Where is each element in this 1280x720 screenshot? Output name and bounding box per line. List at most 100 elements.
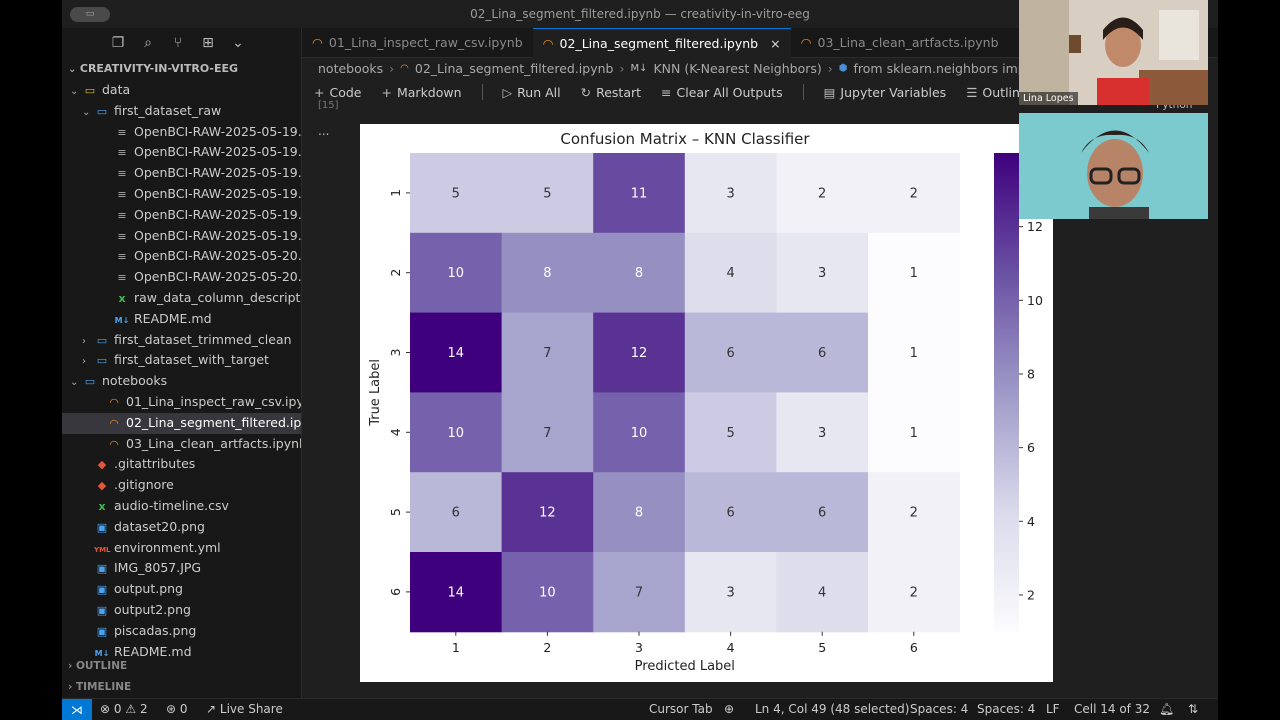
outline-label: OUTLINE [75, 660, 128, 672]
chevron-right-icon[interactable]: › [82, 335, 86, 347]
breadcrumb-item[interactable]: 02_Lina_segment_filtered.ipynb [414, 61, 614, 76]
file-tree-label: 02_Lina_segment_filtered.ipy... [126, 414, 301, 430]
file-tree-item[interactable]: ≡ OpenBCI-RAW-2025-05-19... [62, 142, 301, 163]
explorer-icon[interactable]: ❐ [111, 35, 125, 51]
zoom-icon[interactable]: ⊕ [724, 702, 735, 716]
notebook-toolbar: + Code + Markdown ▷ Run All ↻ Restart ≡ Clear… [302, 80, 1218, 104]
file-tree: ⌄ ▭ data ⌄ ▭ first_dataset_raw ≡ OpenBCI-RAW-20… [62, 80, 301, 662]
file-tree-item[interactable]: ≡ OpenBCI-RAW-2025-05-20... [62, 267, 301, 288]
breadcrumb: notebooks › ◠ 02_Lina_segment_filtered.ipyn… [302, 58, 1218, 80]
file-tree-label: OpenBCI-RAW-2025-05-19... [134, 185, 301, 201]
editor-tab[interactable]: ◠ 01_Lina_inspect_raw_csv.ipynb [302, 28, 533, 58]
add-markdown-button[interactable]: + Markdown [382, 85, 462, 100]
cell-value: 6 [726, 346, 734, 361]
file-tree-label: OpenBCI-RAW-2025-05-19... [134, 206, 301, 222]
cursor-tab-button[interactable]: Cursor Tab [649, 702, 713, 716]
file-tree-item[interactable]: ▣ IMG_8057.JPG [62, 558, 301, 579]
add-code-button[interactable]: + Code [314, 85, 362, 100]
bell-icon[interactable]: 🔔︎ [1159, 702, 1175, 716]
chevron-down-icon[interactable]: ⌄ [232, 35, 244, 51]
eol-status[interactable]: LF [1046, 702, 1060, 716]
file-tree-item[interactable]: ◠ 03_Lina_clean_artfacts.ipynb [62, 434, 301, 455]
outline-button[interactable]: ☰ Outline [966, 85, 1027, 100]
clear-icon: ≡ [661, 84, 672, 100]
file-tree-item[interactable]: M↓ README.md [62, 642, 301, 663]
file-tree-item[interactable]: ◆ .gitattributes [62, 454, 301, 475]
project-header[interactable]: ⌄ CREATIVITY-IN-VITRO-EEG [68, 62, 239, 75]
live-share-button[interactable]: ↗ Live Share [206, 699, 283, 720]
indentation-status[interactable]: Spaces: 4 [910, 702, 969, 716]
close-icon[interactable]: × [770, 35, 781, 51]
chevron-right-icon[interactable]: › [82, 356, 86, 368]
breadcrumb-item[interactable]: notebooks [318, 61, 384, 76]
file-tree-item[interactable]: ≡ OpenBCI-RAW-2025-05-19... [62, 205, 301, 226]
file-tree-label: 03_Lina_clean_artfacts.ipynb [126, 435, 301, 451]
sync-icon[interactable]: ⇅ [1188, 702, 1199, 716]
heatmap-cell [868, 552, 961, 633]
chevron-down-icon[interactable]: ⌄ [70, 86, 79, 97]
heatmap-cell [868, 153, 961, 234]
outline-section[interactable]: › OUTLINE [68, 660, 128, 672]
cell-more-button[interactable]: ... [318, 124, 330, 138]
file-tree-item[interactable]: ≡ OpenBCI-RAW-2025-05-19... [62, 122, 301, 143]
search-icon[interactable]: ⌕ [144, 35, 152, 51]
file-tree-item[interactable]: ≡ OpenBCI-RAW-2025-05-19... [62, 163, 301, 184]
source-control-icon[interactable]: ⑂ [173, 35, 183, 51]
file-tree-item[interactable]: ◠ 01_Lina_inspect_raw_csv.ipynb [62, 392, 301, 413]
jupyter-variables-button[interactable]: ▤ Jupyter Variables [824, 85, 947, 100]
cell-position[interactable]: Cell 14 of 32 [1074, 702, 1150, 716]
file-tree-item[interactable]: ▣ output.png [62, 579, 301, 600]
file-tree-item[interactable]: ≡ OpenBCI-RAW-2025-05-20... [62, 246, 301, 267]
heatmap-cell [684, 552, 777, 633]
run-all-button[interactable]: ▷ Run All [503, 85, 561, 100]
file-tree-item[interactable]: ≡ OpenBCI-RAW-2025-05-19... [62, 184, 301, 205]
file-tree-label: environment.yml [114, 539, 221, 555]
heatmap-cell [501, 472, 594, 553]
file-tree-item[interactable]: ◠ 02_Lina_segment_filtered.ipy... [62, 412, 301, 434]
file-tree-item[interactable]: ⌄ ▭ notebooks [62, 371, 301, 392]
indentation-status-2[interactable]: Spaces: 4 [977, 702, 1036, 716]
timeline-section[interactable]: › TIMELINE [68, 681, 132, 693]
file-tree-item[interactable]: YML environment.yml [62, 538, 301, 559]
ports-indicator[interactable]: ⊛ 0 [166, 699, 188, 720]
file-tree-label: OpenBCI-RAW-2025-05-19... [134, 123, 301, 139]
file-tree-item[interactable]: ⌄ ▭ first_dataset_raw [62, 101, 301, 122]
restart-button[interactable]: ↻ Restart [581, 85, 641, 100]
file-tree-item[interactable]: ▣ piscadas.png [62, 621, 301, 642]
chevron-down-icon[interactable]: ⌄ [82, 106, 91, 118]
extensions-icon[interactable]: ⊞ [202, 35, 214, 51]
problems-indicator[interactable]: ⊗ 0 ⚠ 2 [100, 699, 148, 720]
file-tree-item[interactable]: › ▭ first_dataset_with_target [62, 350, 301, 371]
y-tick-label: 6 [388, 588, 403, 596]
chevron-down-icon[interactable]: ⌄ [70, 377, 79, 389]
file-tree-item[interactable]: M↓ README.md [62, 309, 301, 330]
file-tree-item[interactable]: x audio-timeline.csv [62, 496, 301, 517]
clear-outputs-button[interactable]: ≡ Clear All Outputs [661, 85, 783, 100]
file-tree-label: .gitattributes [114, 456, 196, 472]
cell-value: 8 [635, 266, 643, 281]
cursor-position[interactable]: Ln 4, Col 49 (48 selected) [755, 702, 910, 716]
toolbar-divider [802, 84, 804, 100]
file-icon: ≡ [117, 250, 127, 264]
editor-tab[interactable]: ◠ 03_Lina_clean_artfacts.ipynb [791, 28, 1009, 58]
file-tree-item[interactable]: ▣ dataset20.png [62, 517, 301, 538]
remote-icon[interactable]: ⋊ [62, 699, 92, 720]
breadcrumb-item[interactable]: from sklearn.neighbors import KN [853, 61, 1065, 76]
file-tree-item[interactable]: ▣ output2.png [62, 600, 301, 621]
file-tree-item[interactable]: ◆ .gitignore [62, 475, 301, 496]
x-tick-label: 1 [452, 640, 460, 655]
sidebar-toggle-icon[interactable]: ▭ [70, 7, 110, 22]
file-icon: ≡ [117, 125, 127, 139]
breadcrumb-item[interactable]: KNN (K-Nearest Neighbors) [653, 61, 822, 76]
sidebar-toolbar: ❐ ⌕ ⑂ ⊞ ⌄ [62, 28, 301, 58]
file-tree-item[interactable]: ⌄ ▭ data [62, 80, 301, 101]
confusion-matrix-chart: 5 5 11 3 2 210 8 8 4 3 114 7 12 6 6 110 7 10 5 3 16 12 8 6 6 214 1… [368, 153, 1043, 674]
markdown-icon: M↓ [114, 315, 130, 325]
webcam-participant-1: Lina Lopes [1019, 0, 1208, 105]
file-tree-item[interactable]: ≡ OpenBCI-RAW-2025-05-19... [62, 226, 301, 247]
y-tick-label: 3 [388, 349, 403, 357]
editor-tab[interactable]: ◠ 02_Lina_segment_filtered.ipynb × [532, 28, 791, 58]
file-tree-item[interactable]: x raw_data_column_descriptio... [62, 288, 301, 309]
chart-title: Confusion Matrix – KNN Classifier [560, 130, 810, 148]
file-tree-item[interactable]: › ▭ first_dataset_trimmed_clean [62, 330, 301, 351]
